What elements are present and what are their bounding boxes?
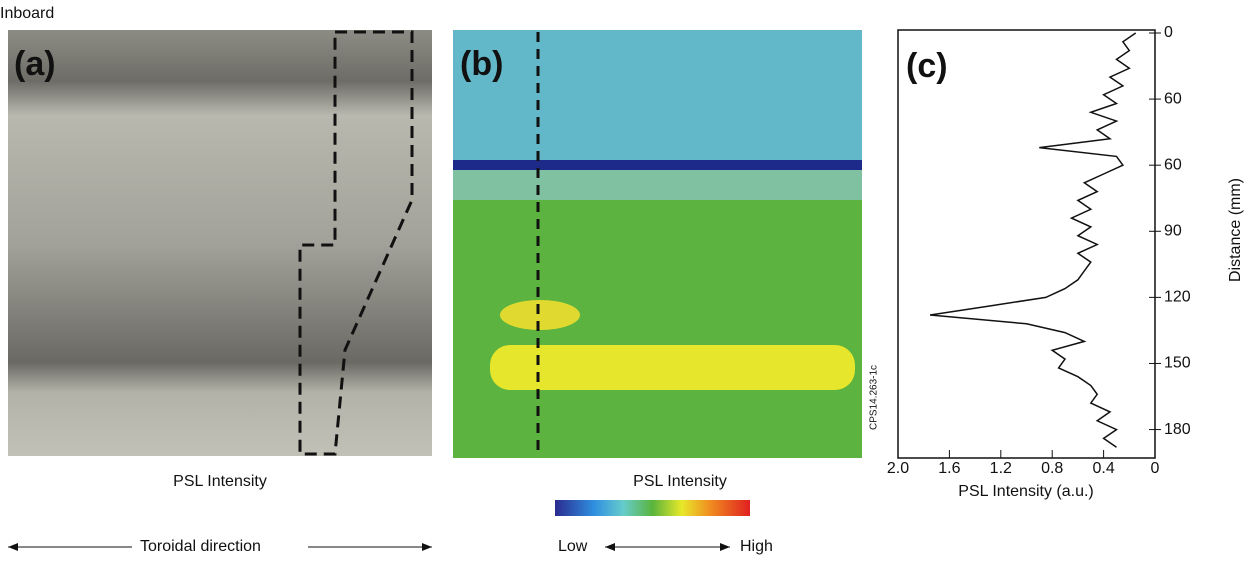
photo-a — [8, 30, 432, 456]
x-tick-label: 0.4 — [1092, 460, 1114, 477]
inboard-label: Inboard — [0, 5, 54, 22]
x-axis-label: PSL Intensity (a.u.) — [958, 483, 1093, 500]
x-tick-label: 1.6 — [938, 460, 960, 477]
low-label: Low — [558, 538, 588, 555]
y-tick-label: 180 — [1164, 421, 1191, 438]
profile-line — [929, 32, 1137, 448]
code-label: CPS14.263-1c — [869, 365, 880, 430]
map-band — [453, 160, 862, 170]
y-tick-label: 0 — [1164, 24, 1173, 41]
y-tick-label: 60 — [1164, 156, 1182, 173]
caption: PSL Intensity — [633, 473, 727, 490]
chart-title: (c) — [906, 47, 948, 85]
x-tick-label: 0 — [1151, 460, 1160, 477]
y-tick-label: 150 — [1164, 355, 1191, 372]
y-tick-label: 90 — [1164, 223, 1182, 240]
colorbar — [555, 500, 750, 516]
panel-label: (a) — [14, 45, 56, 83]
arrow-head — [422, 543, 432, 551]
y-tick-label: 120 — [1164, 289, 1191, 306]
panel-label: (b) — [460, 45, 503, 83]
plot-frame — [897, 29, 1156, 459]
dashed-region — [298, 30, 414, 456]
caption: PSL Intensity — [173, 473, 267, 490]
x-tick-label: 1.2 — [990, 460, 1012, 477]
direction-label: Toroidal direction — [140, 538, 261, 555]
map-band — [453, 170, 862, 200]
map-band — [453, 30, 862, 160]
y-tick-label: 60 — [1164, 90, 1182, 107]
high-label: High — [740, 538, 773, 555]
x-tick-label: 2.0 — [887, 460, 909, 477]
y-axis-label: Distance (mm) — [1227, 178, 1244, 282]
map-band — [490, 345, 855, 390]
x-tick-label: 0.8 — [1041, 460, 1063, 477]
arrow-head — [8, 543, 18, 551]
map-spot — [500, 300, 580, 330]
